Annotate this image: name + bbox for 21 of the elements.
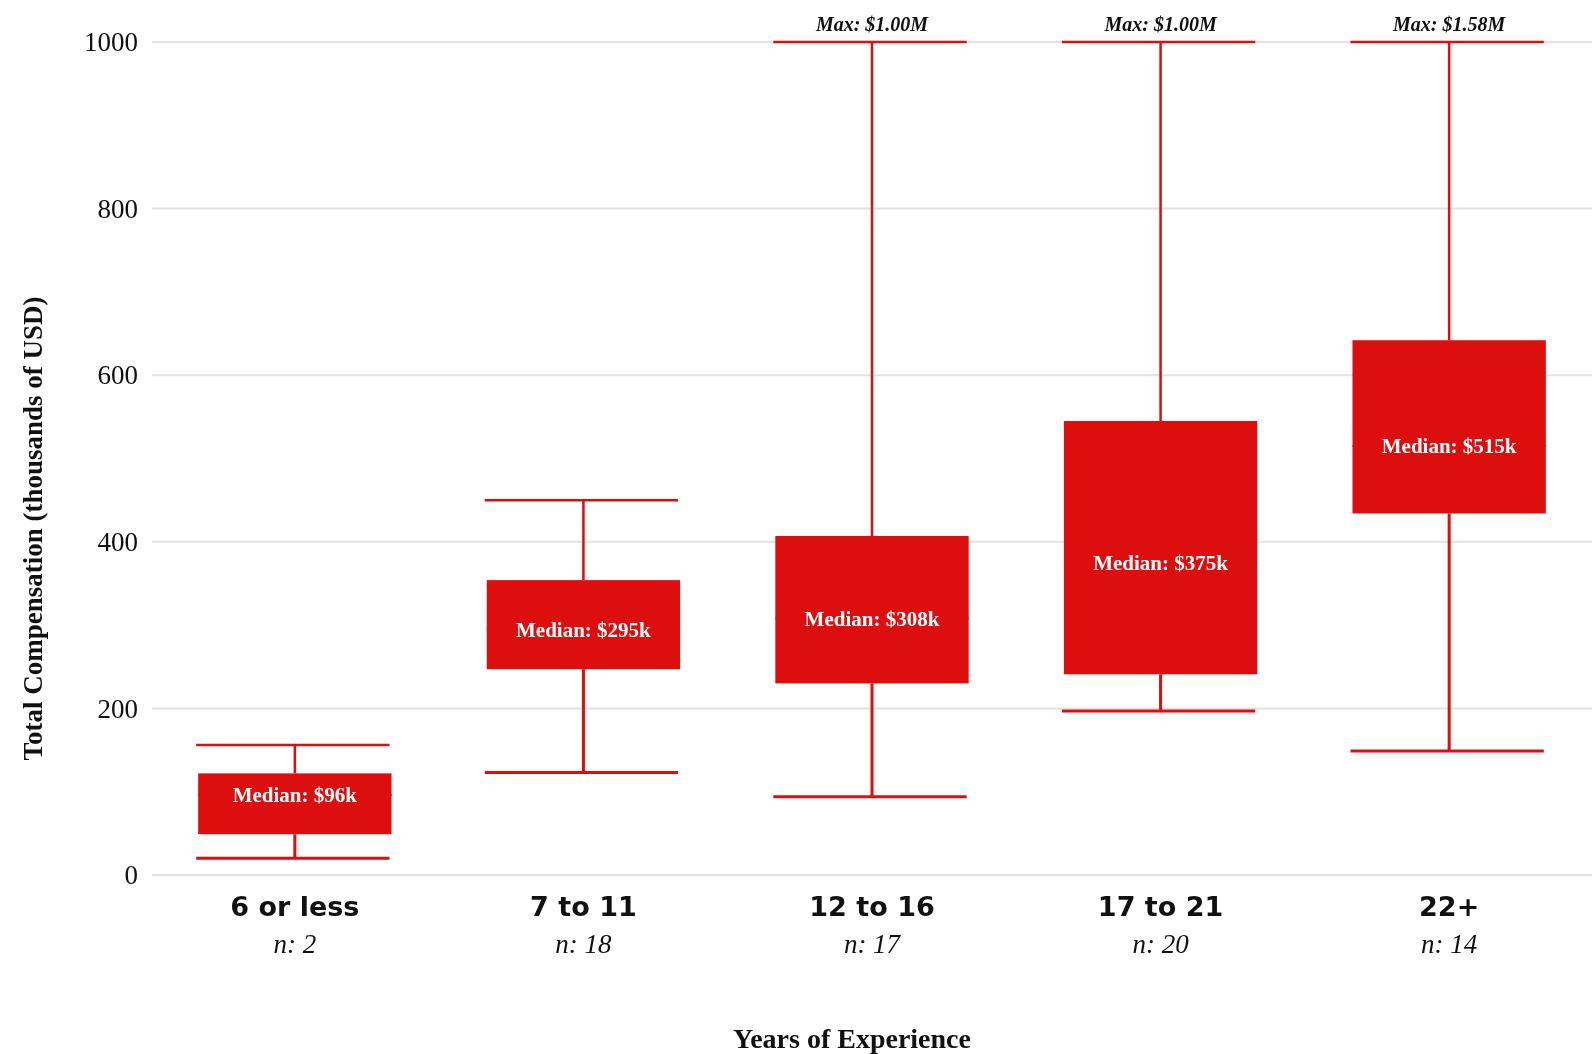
annotation: Median: $375k (1093, 550, 1229, 575)
x-tick-label: 22+ n: 14 (1419, 891, 1480, 959)
annotation: Median: $515k (1381, 434, 1517, 459)
annotation: Max: $1.00M (1103, 13, 1218, 35)
x-tick-label: 7 to 11 n: 18 (530, 891, 637, 959)
annotation: Max: $1.58M (1392, 13, 1507, 35)
x-tick-label: 17 to 21 n: 20 (1097, 891, 1224, 959)
y-tick-label: 800 (97, 193, 138, 224)
y-tick-label: 200 (97, 693, 138, 724)
y-tick-label: 1000 (84, 27, 138, 58)
x-axis-title: Years of Experience (733, 1023, 971, 1054)
annotation: Median: $295k (516, 617, 652, 642)
annotation: Max: $1.00M (814, 13, 930, 35)
y-tick-label: 400 (97, 526, 138, 557)
y-axis-title: Total Compensation (thousands of USD) (18, 296, 48, 761)
y-tick-label: 600 (97, 360, 138, 391)
annotation: Median: $308k (804, 606, 940, 631)
x-tick-label: 6 or less n: 2 (230, 891, 360, 959)
annotation: Median: $96k (232, 783, 358, 808)
y-tick-label: 0 (124, 860, 138, 891)
x-tick-label: 12 to 16 n: 17 (809, 891, 935, 959)
